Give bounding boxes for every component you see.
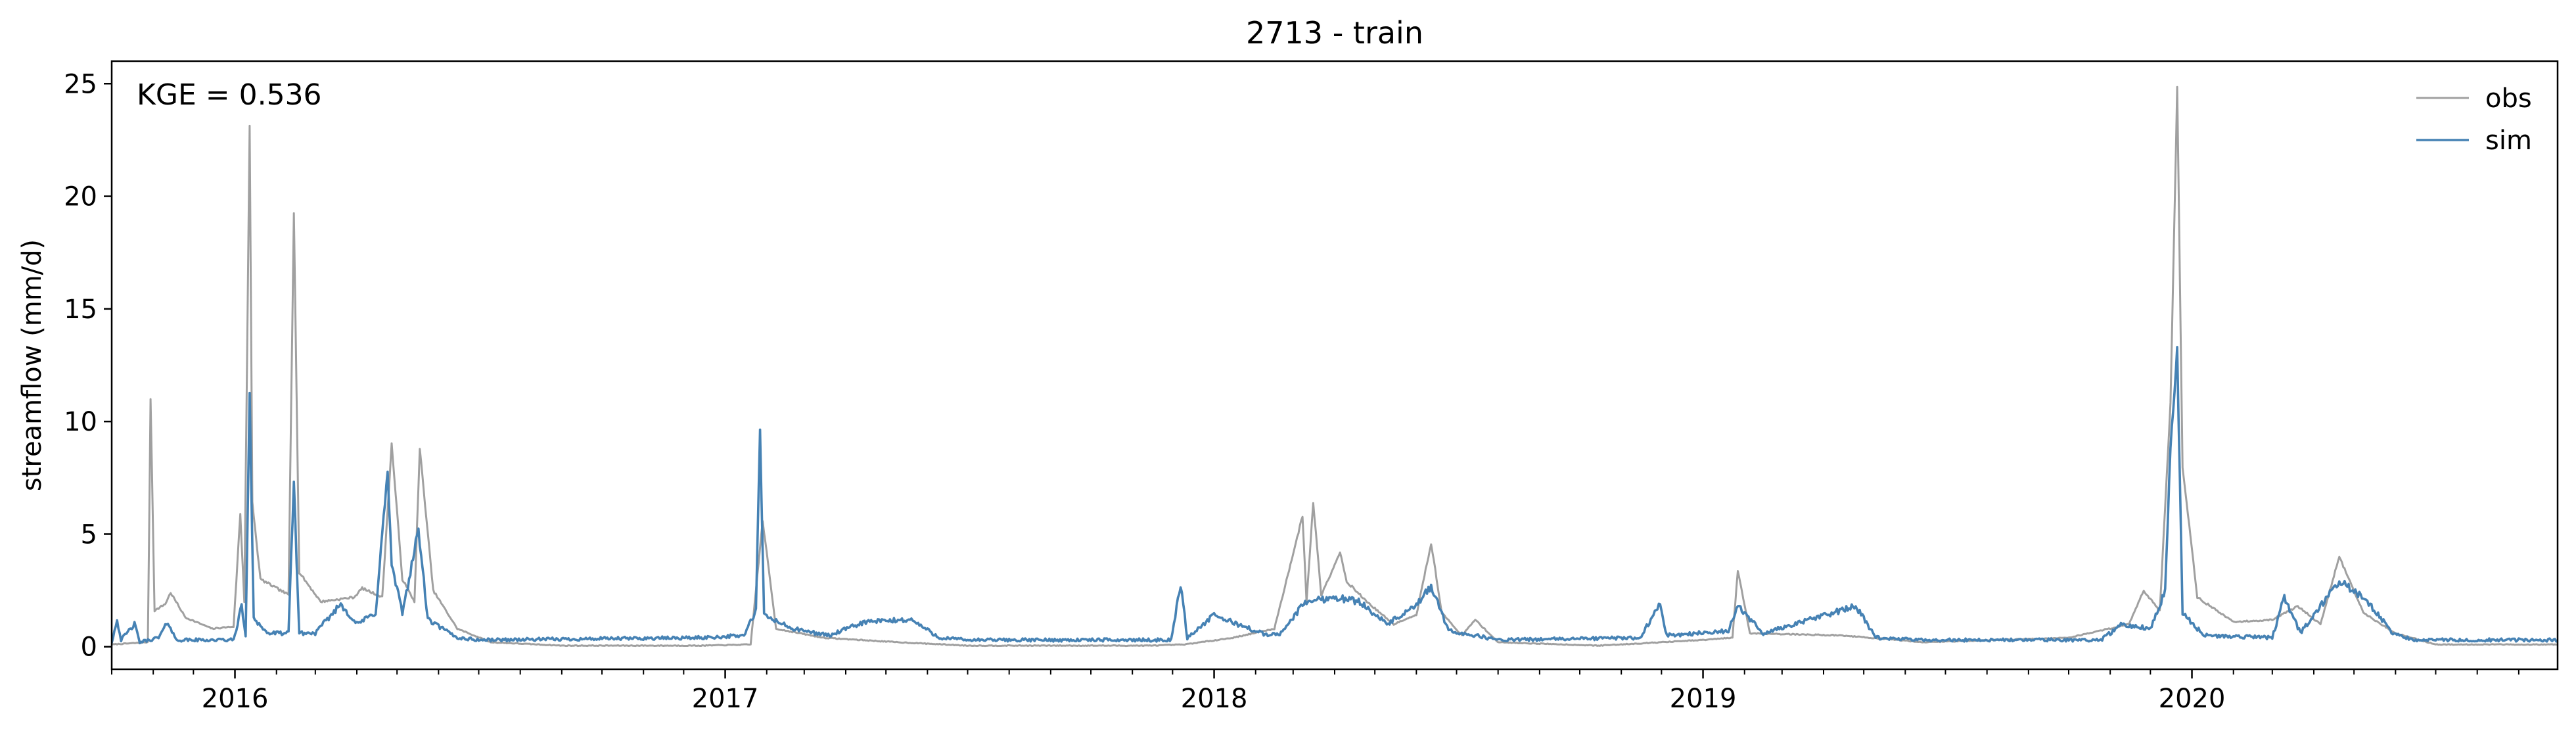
- y-tick-label: 10: [64, 407, 97, 437]
- series-line-sim: [112, 346, 2558, 645]
- y-tick-label: 25: [64, 69, 97, 99]
- plot-frame: [110, 60, 2559, 671]
- y-tick-label: 0: [81, 632, 97, 663]
- y-axis: 0 5 10 15 20 25: [64, 69, 112, 663]
- series-layer: [112, 85, 2558, 648]
- legend-label-obs: obs: [2485, 83, 2532, 114]
- y-tick-label: 20: [64, 182, 97, 212]
- legend: obs sim: [2416, 83, 2532, 156]
- y-axis-label: streamflow (mm/d): [17, 239, 47, 491]
- x-tick-label: 2018: [1181, 684, 1248, 714]
- x-axis: 2016 2017 2018 2019 2020: [111, 669, 2519, 714]
- kge-annotation: KGE = 0.536: [137, 78, 322, 112]
- x-tick-label: 2016: [202, 684, 269, 714]
- y-tick-label: 15: [64, 295, 97, 325]
- plot-area: [110, 60, 2559, 671]
- series-line-obs: [112, 85, 2558, 648]
- x-tick-label: 2020: [2159, 684, 2226, 714]
- legend-label-sim: sim: [2485, 126, 2532, 156]
- y-tick-label: 5: [81, 519, 97, 550]
- x-tick-label: 2017: [692, 684, 759, 714]
- x-tick-label: 2019: [1670, 684, 1737, 714]
- chart-title: 2713 - train: [1246, 15, 1423, 51]
